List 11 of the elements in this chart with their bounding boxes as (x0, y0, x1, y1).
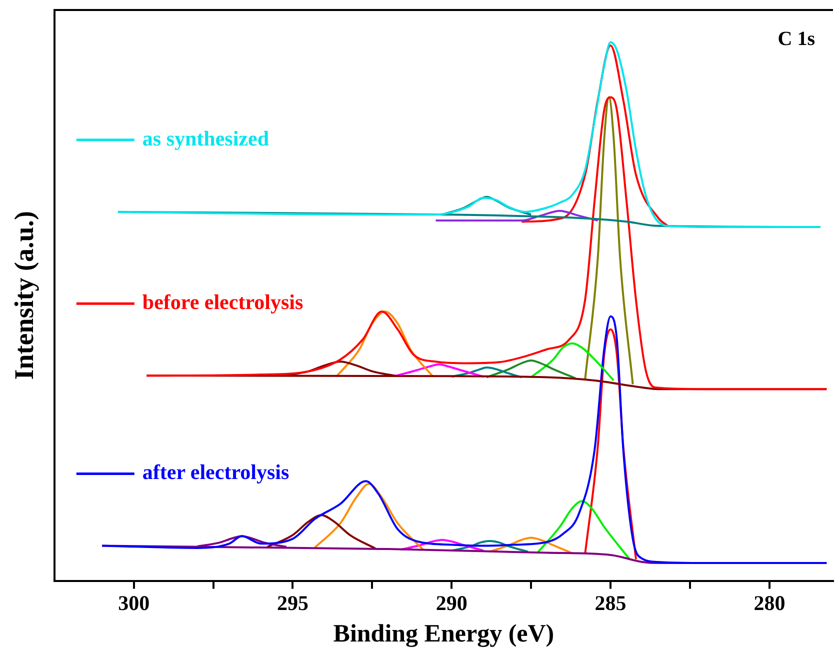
x-tick-label: 300 (118, 590, 150, 615)
legend-label: after electrolysis (142, 460, 290, 484)
legend-label: as synthesized (142, 126, 270, 150)
x-tick-label: 295 (276, 590, 308, 615)
x-axis-title: Binding Energy (eV) (333, 620, 554, 648)
x-tick-label: 290 (436, 590, 468, 615)
x-tick-label: 285 (594, 590, 626, 615)
legend-label: before electrolysis (142, 290, 304, 314)
x-tick-label: 280 (754, 590, 786, 615)
y-axis-title: Intensity (a.u.) (9, 211, 40, 380)
annotation: C 1s (778, 28, 816, 50)
